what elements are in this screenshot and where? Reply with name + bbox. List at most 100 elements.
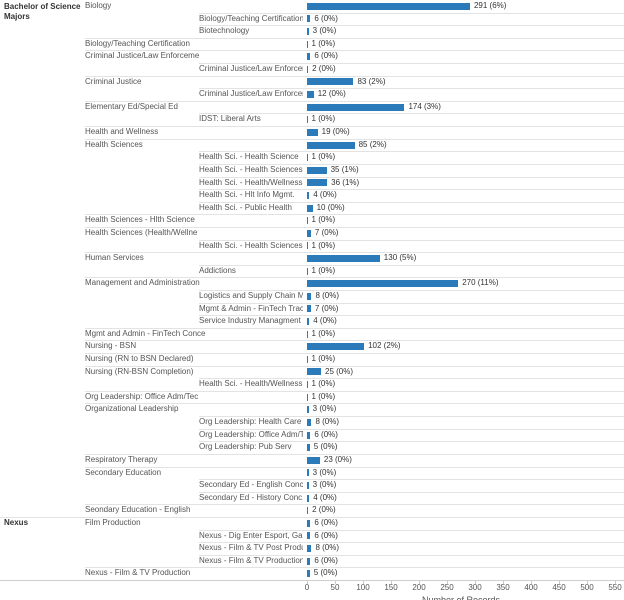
value-label: 291 (6%) bbox=[473, 1, 507, 10]
value-bar[interactable] bbox=[307, 78, 354, 86]
program-header-label[interactable]: Criminal Justice/Law Enforceme bbox=[199, 89, 303, 99]
program-header-label[interactable]: Service Industry Managment bbox=[199, 316, 301, 326]
value-bar[interactable] bbox=[307, 355, 308, 363]
value-bar[interactable] bbox=[307, 418, 312, 426]
value-bar[interactable] bbox=[307, 557, 311, 565]
value-bar[interactable] bbox=[307, 469, 309, 477]
program-header-label[interactable]: Nexus - Film & TV Production bbox=[199, 555, 303, 565]
row-separator-line bbox=[199, 12, 624, 14]
value-bar[interactable] bbox=[307, 40, 308, 48]
program-header-label[interactable]: Org Leadership: Office Adm/Tec bbox=[199, 429, 303, 439]
value-bar[interactable] bbox=[307, 519, 311, 527]
major-header-label[interactable]: Health Sciences - Hlth Science bbox=[85, 215, 195, 225]
value-bar[interactable] bbox=[307, 242, 308, 250]
value-bar[interactable] bbox=[307, 91, 314, 99]
program-header-label[interactable]: Health Sci. - Health Sciences bbox=[199, 164, 303, 174]
value-bar[interactable] bbox=[307, 381, 308, 389]
program-header-label[interactable]: Addictions bbox=[199, 265, 236, 275]
major-header-label[interactable]: Health Sciences bbox=[85, 139, 143, 149]
major-header-label[interactable]: Nursing (RN to BSN Declared) bbox=[85, 354, 194, 364]
value-bar[interactable] bbox=[307, 267, 308, 275]
value-bar[interactable] bbox=[307, 15, 311, 23]
program-header-label[interactable]: Logistics and Supply Chain Man bbox=[199, 291, 303, 300]
value-bar[interactable] bbox=[307, 343, 365, 351]
major-header-label[interactable]: Criminal Justice/Law Enforceme bbox=[85, 51, 200, 61]
major-header-label[interactable]: Mgmt and Admin - FinTech Conce bbox=[85, 328, 206, 338]
major-header-label[interactable]: Management and Administration bbox=[85, 278, 200, 288]
major-header-label[interactable]: Criminal Justice bbox=[85, 76, 142, 86]
value-bar[interactable] bbox=[307, 330, 308, 338]
major-header-label[interactable]: Nursing - BSN bbox=[85, 341, 137, 351]
value-bar[interactable] bbox=[307, 28, 309, 36]
value-bar[interactable] bbox=[307, 280, 459, 288]
value-bar[interactable] bbox=[307, 494, 310, 502]
value-bar[interactable] bbox=[307, 481, 309, 489]
major-header-label[interactable]: Respiratory Therapy bbox=[85, 454, 158, 464]
value-bar[interactable] bbox=[307, 254, 380, 262]
value-bar[interactable] bbox=[307, 570, 310, 578]
value-bar[interactable] bbox=[307, 431, 311, 439]
program-header-label[interactable]: Health Sci. - Public Health bbox=[199, 202, 292, 212]
value-bar[interactable] bbox=[307, 166, 327, 174]
value-bar[interactable] bbox=[307, 456, 320, 464]
value-bar[interactable] bbox=[307, 406, 309, 414]
major-header-label[interactable]: Secondary Education bbox=[85, 467, 162, 477]
program-header-label[interactable]: Criminal Justice/Law Enforceme bbox=[199, 64, 303, 74]
value-bar[interactable] bbox=[307, 154, 308, 162]
major-header-label[interactable]: Human Services bbox=[85, 253, 144, 263]
group-header-label[interactable]: Bachelor of Science Majors bbox=[4, 1, 81, 21]
value-bar[interactable] bbox=[307, 191, 310, 199]
major-header-label[interactable]: Nursing (RN-BSN Completion) bbox=[85, 366, 194, 376]
value-label: 1 (0%) bbox=[311, 240, 336, 250]
value-bar[interactable] bbox=[307, 65, 309, 73]
program-header-label[interactable]: Biology/Teaching Certification bbox=[199, 13, 303, 23]
value-bar[interactable] bbox=[307, 393, 308, 401]
program-header-label[interactable]: Biotechnology bbox=[199, 26, 250, 36]
value-bar[interactable] bbox=[307, 179, 328, 187]
major-header-label[interactable]: Seondary Education - English bbox=[85, 505, 191, 515]
value-bar[interactable] bbox=[307, 103, 405, 111]
program-header-label[interactable]: Secondary Ed - English Conc bbox=[199, 480, 303, 490]
major-header-label[interactable]: Biology/Teaching Certification bbox=[85, 38, 190, 48]
value-bar[interactable] bbox=[307, 53, 311, 61]
major-header-label[interactable]: Biology bbox=[85, 1, 112, 10]
value-bar[interactable] bbox=[307, 116, 308, 124]
group-header-label[interactable]: Nexus bbox=[4, 518, 29, 528]
major-header-label[interactable]: Elementary Ed/Special Ed bbox=[85, 101, 178, 111]
value-bar[interactable] bbox=[307, 318, 310, 326]
program-header-label[interactable]: Health Sci. - Health Sciences bbox=[199, 240, 303, 250]
value-bar[interactable] bbox=[307, 141, 355, 149]
value-bar[interactable] bbox=[307, 544, 312, 552]
major-header-label[interactable]: Film Production bbox=[85, 517, 141, 527]
program-header-label[interactable]: Health Sci. - Hlt Info Mgmt. bbox=[199, 190, 295, 200]
program-header-label[interactable]: Org Leadership: Pub Serv bbox=[199, 442, 292, 452]
program-header-label[interactable]: Health Sci. - Health/Wellness bbox=[199, 177, 303, 187]
major-header-label[interactable]: Organizational Leadership bbox=[85, 404, 179, 414]
x-axis-tick-mark bbox=[335, 581, 336, 584]
program-header-label[interactable]: Health Sci. - Health Science bbox=[199, 152, 299, 162]
value-bar[interactable] bbox=[307, 292, 312, 300]
value-bar[interactable] bbox=[307, 217, 308, 225]
major-header-label[interactable]: Health and Wellness bbox=[85, 127, 159, 137]
program-header-label[interactable]: IDST: Liberal Arts bbox=[199, 114, 261, 124]
row-separator-line bbox=[85, 50, 624, 52]
value-label: 130 (5%) bbox=[383, 253, 417, 263]
program-header-label[interactable]: Nexus - Dig Enter Esport, Game bbox=[199, 530, 303, 540]
major-header-label[interactable]: Health Sciences (Health/Wellne bbox=[85, 227, 198, 237]
program-header-label[interactable]: Health Sci. - Health/Wellness bbox=[199, 379, 303, 389]
program-header-label[interactable]: Mgmt & Admin - FinTech Track bbox=[199, 303, 303, 313]
value-bar[interactable] bbox=[307, 229, 311, 237]
value-bar[interactable] bbox=[307, 305, 311, 313]
value-bar[interactable] bbox=[307, 128, 318, 136]
major-header-label[interactable]: Org Leadership: Office Adm/Tec bbox=[85, 391, 199, 401]
value-bar[interactable] bbox=[307, 532, 311, 540]
value-bar[interactable] bbox=[307, 368, 321, 376]
program-header-label[interactable]: Org Leadership: Health Care Ad bbox=[199, 417, 303, 427]
major-header-label[interactable]: Nexus - Film & TV Production bbox=[85, 568, 191, 578]
value-bar[interactable] bbox=[307, 2, 470, 10]
program-header-label[interactable]: Nexus - Film & TV Post Product bbox=[199, 543, 303, 553]
value-bar[interactable] bbox=[307, 507, 309, 515]
value-bar[interactable] bbox=[307, 444, 310, 452]
program-header-label[interactable]: Secondary Ed - History Conc. bbox=[199, 492, 303, 502]
value-bar[interactable] bbox=[307, 204, 313, 212]
